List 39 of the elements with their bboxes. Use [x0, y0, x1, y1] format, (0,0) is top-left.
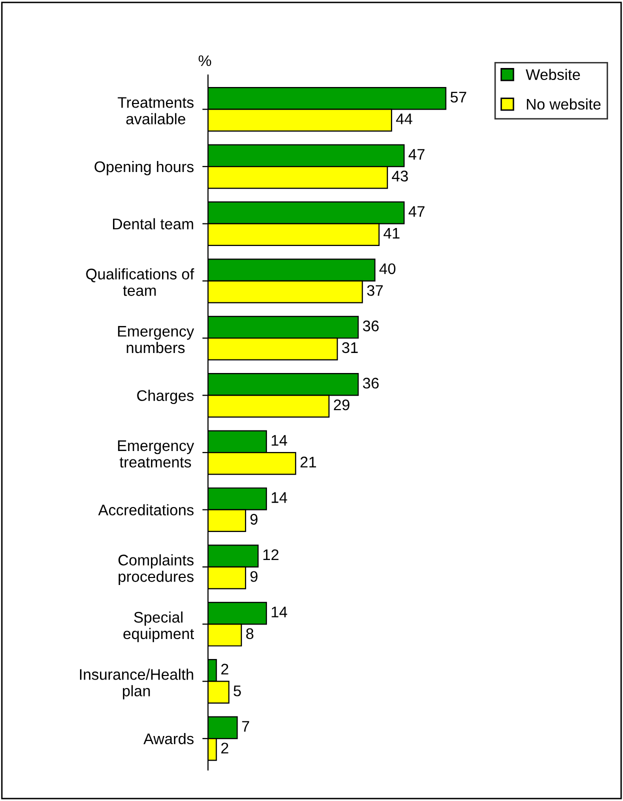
data-label: 57	[450, 92, 466, 103]
data-label: 2	[221, 742, 228, 754]
data-label: 41	[384, 228, 400, 239]
y-tick-label: Emergency numbers	[118, 326, 194, 354]
data-label: 5	[234, 686, 241, 696]
data-label: 14	[272, 435, 288, 446]
data-label: 44	[396, 114, 412, 124]
y-tick-label: Special equipment	[123, 611, 194, 642]
data-label: 43	[392, 170, 408, 182]
y-tick-label: Awards	[143, 733, 194, 744]
x-axis-title: %	[198, 55, 212, 66]
data-label: 36	[362, 378, 379, 389]
data-label: 7	[242, 721, 250, 732]
data-label: 14	[272, 492, 288, 503]
data-label: 21	[300, 456, 316, 468]
legend-label: No website	[526, 98, 601, 110]
data-label: 29	[334, 399, 350, 410]
data-label: 47	[408, 149, 424, 160]
y-tick-label: Opening hours	[94, 160, 194, 176]
y-tick-label: Qualifications of team	[86, 268, 194, 296]
legend-label: Website	[526, 68, 580, 80]
y-tick-label: Complaints procedures	[118, 554, 194, 585]
data-label: 8	[246, 628, 254, 640]
y-tick-label: Insurance/Health plan	[80, 668, 194, 700]
data-label: 36	[362, 320, 379, 332]
data-label: 9	[250, 514, 258, 525]
data-label: 12	[263, 549, 278, 560]
data-label: 2	[221, 664, 228, 674]
data-label: 40	[379, 263, 396, 274]
data-label: 14	[272, 606, 288, 618]
y-tick-label: Accreditations	[98, 504, 194, 516]
y-tick-label: Emergency treatments	[118, 440, 194, 468]
data-label: 9	[250, 571, 258, 582]
data-label: 37	[367, 285, 383, 296]
y-tick-label: Dental team	[113, 218, 194, 230]
data-label: 31	[342, 342, 358, 354]
y-tick-label: Treatments available	[118, 97, 194, 124]
data-label: 47	[408, 206, 424, 217]
y-tick-label: Charges	[137, 390, 194, 404]
